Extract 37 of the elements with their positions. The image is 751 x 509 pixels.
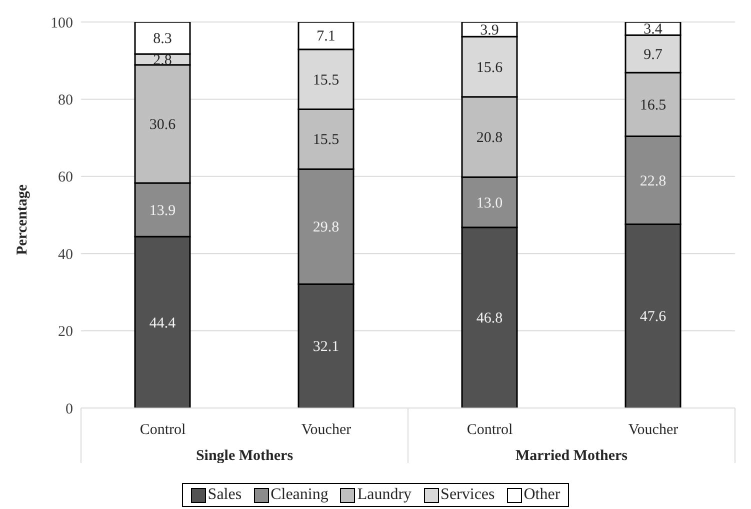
data-label: 8.3 (153, 31, 172, 48)
y-tick-label: 100 (50, 15, 73, 32)
data-label: 29.8 (312, 220, 340, 236)
data-label: 3.9 (480, 22, 499, 38)
data-label: 9.7 (644, 46, 663, 63)
y-tick-label: 40 (58, 246, 73, 263)
text: Single Mothers (196, 448, 294, 464)
text: Married Mothers (515, 448, 628, 464)
x-tick-label: Control (466, 422, 513, 438)
data-label: 20.8 (476, 130, 503, 146)
legend-label: Other (524, 486, 560, 504)
y-axis-title: Percentage (14, 184, 30, 255)
legend-label: Sales (208, 486, 242, 504)
legend-label: Cleaning (270, 486, 328, 504)
y-tick-label: 20 (58, 324, 73, 340)
data-label: 47.6 (640, 309, 667, 326)
y-tick-label: 60 (58, 170, 73, 186)
data-label: 46.8 (476, 310, 503, 327)
data-label: 15.6 (476, 60, 504, 76)
legend-label: Laundry (357, 486, 412, 504)
data-label: 22.8 (640, 173, 666, 190)
data-label: 13.0 (476, 195, 503, 212)
y-tick-label: 0 (66, 401, 73, 418)
data-label: 15.5 (312, 132, 340, 148)
x-tick-label: Voucher (301, 422, 352, 438)
data-label: 44.4 (149, 315, 176, 332)
data-label: 15.5 (312, 72, 340, 88)
data-label: 7.1 (316, 28, 336, 45)
data-label: 30.6 (149, 116, 176, 133)
data-label: 13.9 (149, 202, 176, 219)
x-tick-label: Voucher (628, 422, 678, 438)
data-label: 32.1 (312, 339, 340, 356)
y-tick-label: 80 (58, 92, 73, 109)
data-label: 3.4 (644, 22, 663, 38)
data-label: 16.5 (640, 97, 666, 114)
x-tick-label: Control (140, 422, 186, 438)
legend-label: Services (440, 486, 495, 504)
